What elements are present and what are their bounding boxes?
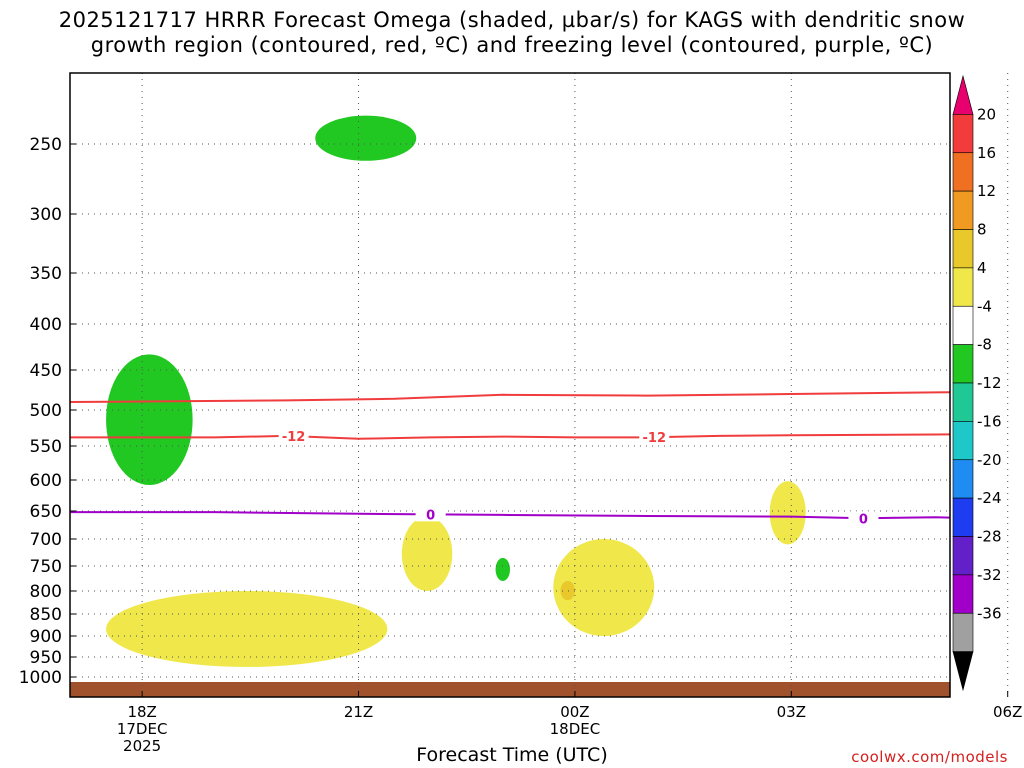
- colorbar-swatch: [952, 497, 974, 537]
- colorbar-swatch: [952, 536, 974, 576]
- colorbar-label: -16: [977, 412, 1002, 430]
- x-tick-label: 18DEC: [550, 720, 601, 738]
- y-tick-label-600: 600: [30, 471, 62, 491]
- contour-label-bg: [1000, 427, 1024, 441]
- contour-line-1: [70, 433, 950, 440]
- contour-label-bg: [415, 507, 446, 522]
- colorbar-label: -24: [977, 489, 1002, 507]
- colorbar-label: -4: [977, 297, 992, 315]
- colorbar-label: -8: [977, 336, 992, 354]
- colorbar-swatch: [952, 344, 974, 384]
- colorbar-swatch: [952, 152, 974, 192]
- contour-label-bg: [639, 430, 670, 445]
- contour-line-0: [70, 391, 950, 403]
- colorbar-swatch: [952, 382, 974, 422]
- contour-label: -12: [1003, 428, 1024, 443]
- colorbar-label: 4: [977, 259, 987, 277]
- omega-region-0: [106, 354, 193, 485]
- contour-label-bg: [848, 511, 879, 526]
- colorbar-swatch: [952, 114, 974, 154]
- source-credit[interactable]: coolwx.com/models: [851, 748, 1008, 766]
- y-tick-label-1000: 1000: [19, 668, 62, 688]
- chart-title-line-2: growth region (contoured, red, ºC) and f…: [90, 33, 934, 57]
- y-tick-label-800: 800: [30, 582, 62, 602]
- y-tick-label-700: 700: [30, 530, 62, 550]
- y-tick-label-950: 950: [30, 648, 62, 668]
- x-tick-label: 2025: [123, 737, 161, 755]
- terrain-band: [70, 682, 950, 697]
- y-tick-label-900: 900: [30, 627, 62, 647]
- colorbar-swatch: [952, 459, 974, 499]
- omega-region-10: [560, 581, 575, 601]
- colorbar-swatch: [952, 612, 974, 652]
- omega-region-9: [553, 539, 655, 636]
- x-tick-label: 18Z: [127, 703, 156, 721]
- contour-line-2: [70, 511, 950, 520]
- omega-region-11: [769, 481, 806, 545]
- plot-frame: [69, 72, 951, 698]
- colorbar-label: -28: [977, 528, 1002, 546]
- x-tick-label: 03Z: [777, 703, 806, 721]
- colorbar-swatch: [952, 574, 974, 614]
- x-tick-label: 06Z: [993, 703, 1022, 721]
- colorbar-swatch: [952, 421, 974, 461]
- colorbar-label: -36: [977, 604, 1002, 622]
- x-tick-label: 00Z: [560, 703, 589, 721]
- colorbar-label: 12: [977, 182, 996, 200]
- chart-title-line-1: 2025121717 HRRR Forecast Omega (shaded, …: [58, 8, 966, 32]
- y-tick-label-250: 250: [30, 135, 62, 155]
- colorbar-label: -12: [977, 374, 1002, 392]
- y-tick-label-550: 550: [30, 437, 62, 457]
- contour-label: 0: [859, 512, 868, 527]
- colorbar-label: 20: [977, 105, 996, 123]
- omega-region-7: [106, 591, 388, 667]
- colorbar-swatch: [952, 267, 974, 307]
- colorbar-label: 16: [977, 144, 996, 162]
- colorbar-swatch: [952, 190, 974, 230]
- x-tick-label: 21Z: [344, 703, 373, 721]
- colorbar-swatch-top: [952, 74, 974, 115]
- x-axis-title: Forecast Time (UTC): [416, 744, 608, 766]
- colorbar-swatch: [952, 229, 974, 269]
- omega-region-6: [495, 557, 511, 581]
- contour-label: -12: [643, 431, 667, 446]
- colorbar-label: -20: [977, 451, 1002, 469]
- contour-label: -12: [282, 430, 306, 445]
- y-tick-label-300: 300: [30, 205, 62, 225]
- colorbar-swatch-bottom: [952, 651, 974, 692]
- y-tick-label-750: 750: [30, 557, 62, 577]
- x-tick-label: 17DEC: [117, 720, 168, 738]
- y-tick-label-400: 400: [30, 315, 62, 335]
- contour-label: 0: [426, 508, 435, 523]
- colorbar-label: -32: [977, 566, 1002, 584]
- omega-region-8: [401, 516, 453, 591]
- y-tick-label-350: 350: [30, 264, 62, 284]
- colorbar-swatch: [952, 305, 974, 345]
- y-tick-label-500: 500: [30, 401, 62, 421]
- y-tick-label-650: 650: [30, 502, 62, 522]
- y-tick-label-450: 450: [30, 361, 62, 381]
- y-tick-label-850: 850: [30, 605, 62, 625]
- colorbar-label: 8: [977, 221, 987, 239]
- omega-region-1: [315, 115, 417, 161]
- contour-label-bg: [278, 429, 309, 444]
